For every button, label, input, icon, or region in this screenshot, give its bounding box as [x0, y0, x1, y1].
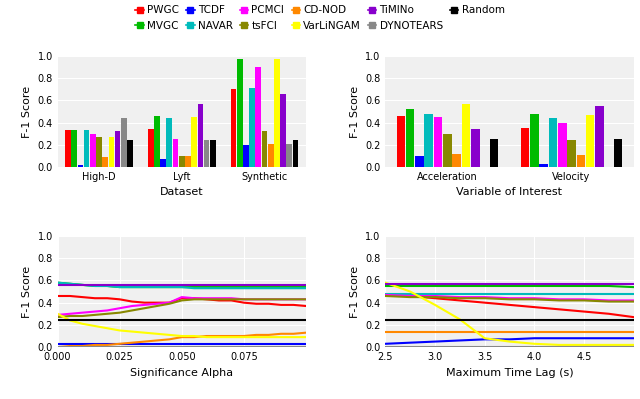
Bar [166, 118, 172, 167]
Bar [102, 157, 108, 167]
Bar [287, 144, 292, 167]
Bar [577, 155, 585, 167]
X-axis label: Maximum Time Lag (s): Maximum Time Lag (s) [445, 367, 573, 377]
Bar [471, 129, 479, 167]
Bar [90, 134, 95, 167]
Bar [191, 117, 197, 167]
Bar [77, 165, 83, 167]
Bar [249, 88, 255, 167]
Bar [397, 116, 405, 167]
Bar [452, 154, 461, 167]
Y-axis label: F-1 Score: F-1 Score [349, 265, 360, 318]
Bar [109, 137, 115, 167]
Bar [268, 144, 273, 167]
Bar [434, 117, 442, 167]
Bar [490, 139, 498, 167]
Bar [65, 130, 71, 167]
Bar [148, 129, 154, 167]
Bar [154, 116, 160, 167]
Y-axis label: F-1 Score: F-1 Score [349, 85, 360, 138]
Bar [280, 94, 286, 167]
Bar [96, 137, 102, 167]
Y-axis label: F-1 Score: F-1 Score [22, 265, 32, 318]
X-axis label: Significance Alpha: Significance Alpha [130, 367, 234, 377]
Bar [243, 145, 249, 167]
Bar [237, 59, 243, 167]
Bar [461, 104, 470, 167]
Bar [586, 115, 595, 167]
Legend: PWGC, MVGC, TCDF, NAVAR, PCMCI, tsFCI, CD-NOD, VarLiNGAM, TiMINo, DYNOTEARS, Ran: PWGC, MVGC, TCDF, NAVAR, PCMCI, tsFCI, C… [131, 1, 509, 35]
Bar [198, 104, 204, 167]
Bar [185, 156, 191, 167]
X-axis label: Dataset: Dataset [160, 188, 204, 198]
Bar [567, 140, 576, 167]
Bar [406, 109, 415, 167]
Bar [127, 140, 133, 167]
Bar [595, 106, 604, 167]
Bar [424, 114, 433, 167]
X-axis label: Variable of Interest: Variable of Interest [456, 188, 563, 198]
Bar [84, 130, 90, 167]
Y-axis label: F-1 Score: F-1 Score [22, 85, 32, 138]
Bar [160, 159, 166, 167]
Bar [121, 118, 127, 167]
Bar [521, 128, 529, 167]
Bar [274, 59, 280, 167]
Bar [210, 140, 216, 167]
Bar [115, 131, 120, 167]
Bar [179, 156, 184, 167]
Bar [614, 139, 622, 167]
Bar [443, 134, 452, 167]
Bar [292, 140, 298, 167]
Bar [548, 118, 557, 167]
Bar [540, 164, 548, 167]
Bar [71, 130, 77, 167]
Bar [262, 131, 268, 167]
Bar [558, 122, 566, 167]
Bar [415, 156, 424, 167]
Bar [255, 67, 261, 167]
Bar [530, 114, 539, 167]
Bar [204, 140, 209, 167]
Bar [173, 139, 179, 167]
Bar [230, 89, 236, 167]
